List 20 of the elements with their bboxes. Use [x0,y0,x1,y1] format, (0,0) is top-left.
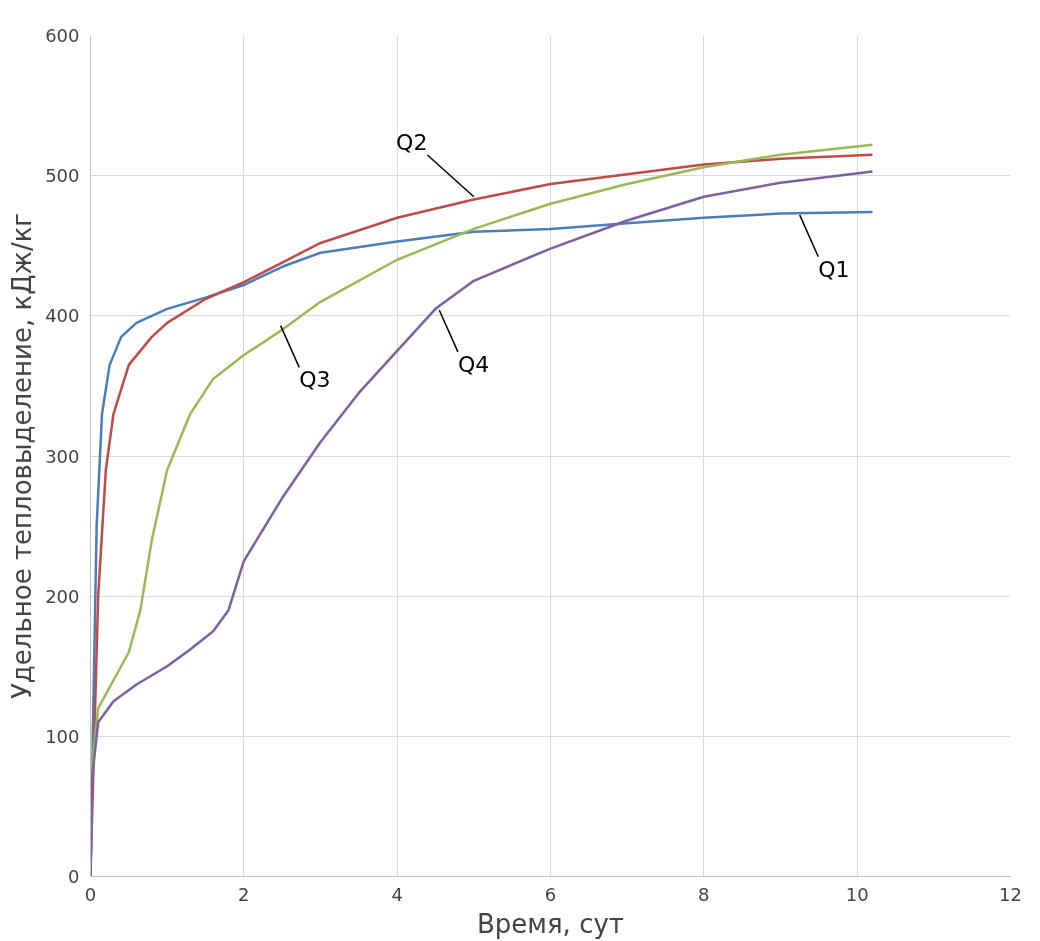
annotation: Q1 [818,256,850,282]
y-axis-title: Удельное тепловыделение, кДж/кг [7,212,38,700]
annotation: Q2 [396,130,428,156]
x-tick-label: 8 [698,883,710,905]
x-tick-label: 10 [845,883,869,905]
y-tick-label: 500 [45,165,80,187]
annotation: Q4 [457,351,490,377]
y-tick-label: 600 [45,25,80,46]
x-tick-label: 6 [544,883,557,905]
y-tick-label: 0 [68,866,80,887]
y-tick-label: 400 [45,305,80,327]
x-axis-title: Время, сут [477,908,624,939]
y-tick-label: 300 [45,445,80,467]
annotation: Q3 [299,367,331,393]
x-tick-label: 4 [391,883,403,905]
y-tick-label: 100 [45,725,80,747]
y-tick-label: 200 [45,585,80,607]
x-tick-label: 0 [84,883,97,905]
x-tick-label: 12 [999,883,1022,905]
x-tick-label: 2 [238,883,250,905]
